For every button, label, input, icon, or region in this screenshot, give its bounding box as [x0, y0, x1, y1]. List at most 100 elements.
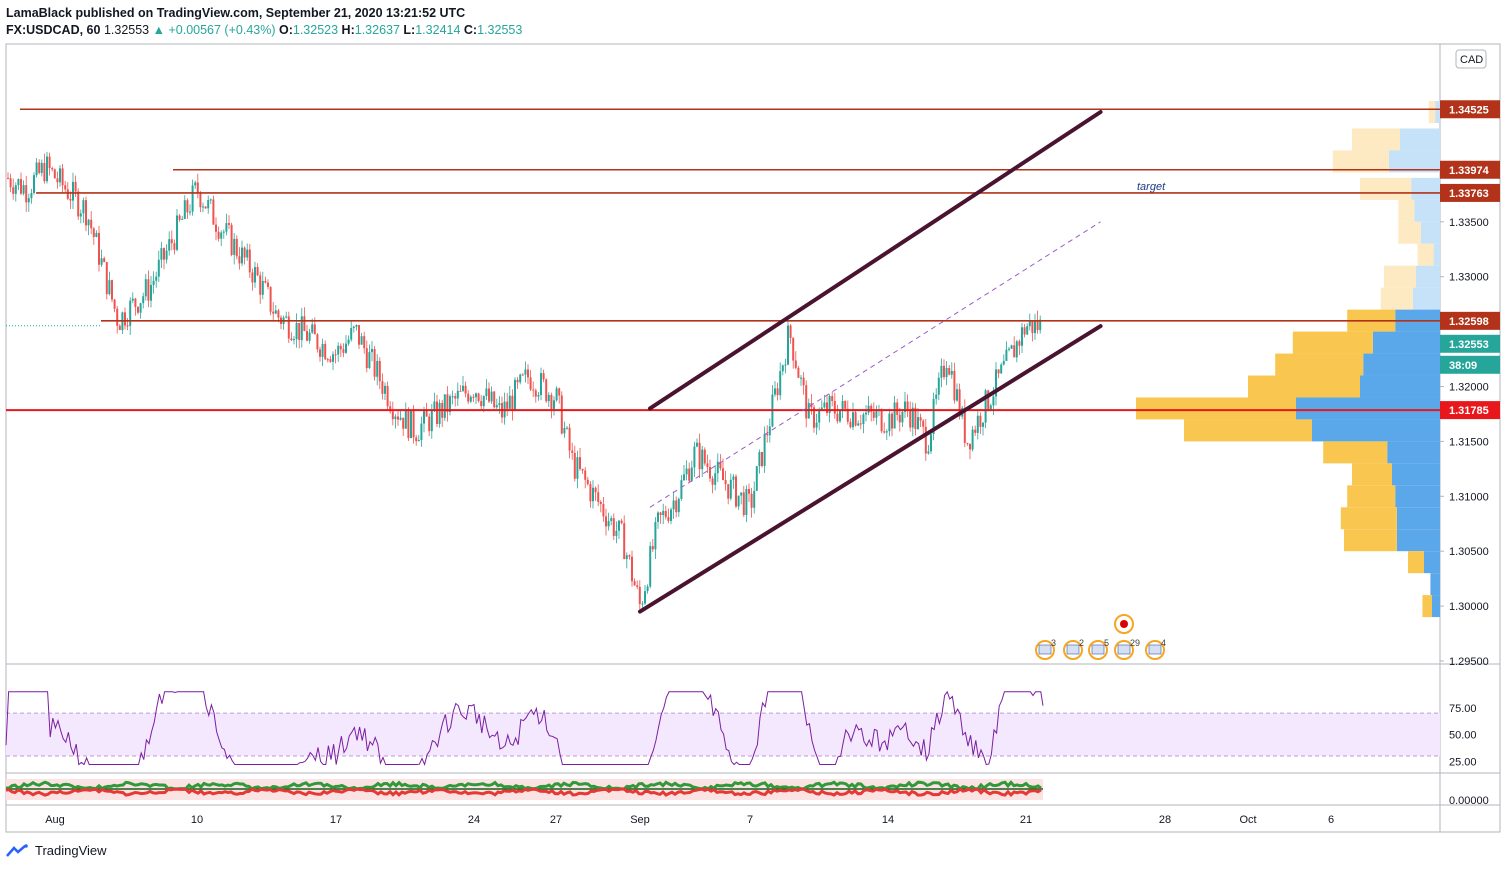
candle-body: [90, 219, 93, 229]
candle-body: [251, 272, 254, 283]
candle-body: [615, 530, 618, 536]
candle-body: [792, 337, 795, 361]
candle-body: [20, 179, 22, 194]
candle-body: [805, 385, 808, 419]
candle-body: [922, 420, 925, 427]
candle-body: [365, 348, 368, 369]
candle-body: [326, 359, 329, 361]
candle-body: [277, 310, 280, 318]
event-marker: 4: [1145, 638, 1166, 660]
candle-body: [901, 411, 904, 423]
osc-tick-label: 0.00000: [1449, 795, 1489, 807]
economic-events[interactable]: 3 2 5 29 4: [1035, 614, 1166, 660]
channel-lower-line: [638, 324, 1103, 614]
candle-body: [698, 442, 701, 470]
volume-bar-down: [1411, 177, 1440, 200]
candle-body: [859, 423, 862, 425]
symbol-label[interactable]: FX:USDCAD, 60: [6, 23, 101, 37]
candle-body: [545, 379, 548, 402]
candle-body: [529, 377, 532, 390]
candle-body: [914, 407, 917, 430]
tradingview-brand[interactable]: TradingView: [6, 843, 107, 858]
candle-body: [631, 556, 633, 582]
candle-body: [610, 518, 613, 521]
candle-body: [865, 412, 867, 415]
price-tick-label: 1.31000: [1449, 491, 1489, 503]
candle-body: [688, 468, 691, 481]
price-channel[interactable]: [638, 110, 1103, 614]
time-tick-label: 10: [191, 814, 203, 826]
candle-body: [683, 474, 685, 481]
candle-body: [134, 298, 137, 307]
candle-body: [1021, 327, 1023, 346]
volume-bar-up: [1428, 101, 1436, 123]
candle-body: [534, 390, 537, 397]
candle-body: [126, 325, 129, 327]
candle-body: [607, 520, 610, 527]
candle-body: [732, 476, 735, 480]
candle-body: [64, 185, 67, 190]
candle-body: [722, 468, 724, 481]
candle-body: [506, 401, 509, 409]
candle-body: [155, 276, 158, 281]
event-count: 5: [1104, 638, 1109, 648]
candle-body: [716, 461, 719, 474]
candle-body: [165, 250, 168, 260]
time-axis[interactable]: Aug 10 17 24 27 Sep 7 14 21 28 Oct 6: [45, 814, 1334, 826]
price-axis[interactable]: 1.33500 1.33000 1.32000 1.31500 1.31000 1.305…: [1440, 49, 1489, 807]
candle-body: [1023, 327, 1026, 335]
candle-body: [724, 480, 727, 485]
level-price-label-text: 1.33974: [1449, 165, 1490, 177]
candle-body: [524, 369, 527, 375]
candle-body: [592, 487, 594, 502]
candle-body: [963, 407, 966, 443]
rsi-band: [6, 713, 1440, 756]
candle-body: [784, 364, 787, 366]
candle-body: [958, 389, 961, 417]
candle-body: [992, 396, 995, 406]
candle-body: [373, 349, 376, 377]
candle-body: [137, 306, 139, 313]
candle-body: [696, 442, 698, 447]
candle-body: [511, 395, 514, 411]
price-tick-label: 1.30000: [1449, 601, 1489, 613]
candle-body: [191, 185, 194, 212]
time-tick-label: 7: [747, 814, 753, 826]
candle-body: [945, 367, 948, 378]
candle-body: [477, 393, 480, 402]
candle-body: [579, 457, 581, 469]
candle-body: [547, 394, 550, 402]
candle-body: [220, 232, 223, 239]
candle-body: [321, 343, 324, 357]
rsi-pane: [5, 690, 1440, 767]
candle-body: [243, 247, 246, 258]
brand-name: TradingView: [35, 843, 107, 858]
candle-body: [974, 429, 977, 433]
candle-body: [332, 354, 334, 362]
candle-body: [727, 484, 730, 499]
candle-body: [196, 182, 199, 193]
price-tick-label: 1.32000: [1449, 382, 1489, 394]
price-candles: [7, 151, 1042, 610]
price-levels: target: [6, 108, 1440, 412]
candle-body: [420, 423, 423, 441]
candle-body: [495, 405, 498, 408]
channel-mid-line: [649, 221, 1101, 508]
volume-bar-up: [1398, 199, 1415, 222]
current-price-label-box: [1440, 334, 1500, 353]
candle-body: [664, 510, 667, 518]
level-price-label: 1.34525: [1440, 100, 1500, 119]
candle-body: [103, 258, 106, 263]
candle-body: [540, 373, 542, 396]
candle-body: [436, 401, 438, 424]
volume-bar-up: [1352, 463, 1392, 486]
volume-bar-down: [1388, 150, 1440, 173]
candle-body: [25, 185, 28, 203]
candle-body: [490, 391, 493, 402]
candle-body: [92, 228, 95, 237]
candle-body: [38, 162, 41, 173]
candle-body: [129, 300, 132, 326]
candle-body: [761, 451, 763, 466]
candle-body: [737, 495, 740, 507]
